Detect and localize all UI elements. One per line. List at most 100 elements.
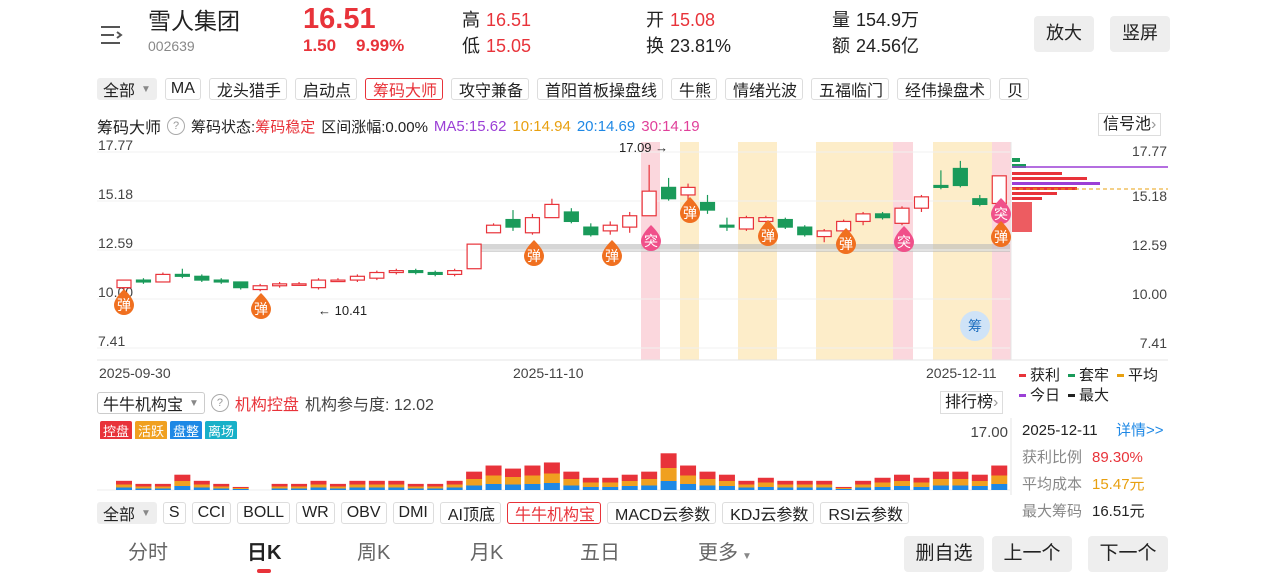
nav-button[interactable]: 下一个 [1088,536,1168,572]
tab-label: 启动点 [302,83,351,100]
y-tick-label-right: 7.41 [1140,335,1167,351]
nav-tab[interactable]: 更多 ▼ [698,542,752,564]
chip-bar [1012,182,1100,185]
marker-badge [114,289,134,315]
indicator-label: AI顶底 [447,507,495,524]
help-icon: ? [167,117,186,135]
indicator[interactable]: BOLL [237,502,291,524]
indicator[interactable]: AI顶底 [439,502,501,524]
candle-body [913,196,930,209]
indicator[interactable]: CCI [191,502,232,524]
stat-value: 15.08 [670,10,716,30]
x-date-label: 2025-09-30 [99,365,171,381]
candle-body [719,224,735,228]
indicator[interactable]: WR [296,502,335,524]
nav-button[interactable]: 上一个 [992,536,1072,572]
selector[interactable]: 牛牛机构宝 ▼ [97,392,205,414]
caret: ▼ [189,397,199,409]
indicator[interactable]: OBV [340,502,387,524]
nav-button[interactable]: 删自选 [904,536,984,572]
candle-body [447,270,463,276]
volume-bar [154,483,171,490]
tab[interactable]: 筹码大师 [364,78,443,100]
nav-tab[interactable]: 日K [247,542,282,564]
tab[interactable]: 牛熊 [671,78,718,100]
header-button[interactable]: 放大 [1034,16,1094,52]
menu-icon[interactable] [100,24,124,46]
y-tick-label: 17.00 [970,424,1008,441]
indicator[interactable]: MACD云参数 [607,502,717,524]
tab-label: 五福临门 [819,83,884,100]
marker-badge [836,228,856,254]
legend-swatch [1068,374,1075,377]
nav-tab[interactable]: 周K [357,542,391,564]
institution-bar: 牛牛机构宝 ▼? 机构控盘 机构参与度: 12.02 [97,391,937,415]
candle-body [874,213,891,219]
candle-body [135,279,152,283]
tab[interactable]: 五福临门 [811,78,890,100]
tab-label: 情绪光波 [733,83,798,100]
candle-body [310,279,327,289]
tab-label: 攻守兼备 [458,83,523,100]
tab-all[interactable]: 全部 ▼ [97,502,157,524]
indicator[interactable]: DMI [392,502,434,524]
signal-button[interactable]: 信号池› [1098,113,1162,137]
marker-badge [524,240,544,266]
tab[interactable]: 龙头猎手 [208,78,287,100]
change-pct: 9.99% [356,36,405,55]
marker-label: 弹 [761,228,775,244]
header-button[interactable]: 竖屏 [1110,16,1170,52]
volume-bar [232,486,249,490]
indicator[interactable]: RSI云参数 [820,502,910,524]
tab-all[interactable]: 全部 ▼ [97,78,157,100]
nav-tab[interactable]: 月K [470,542,504,564]
volume-bar [680,465,697,490]
price: 16.51 [303,3,376,35]
range: 区间涨幅:0.00% [321,118,428,136]
volume-bar [427,483,444,490]
chip-title: 筹码大师 [97,120,162,137]
candle-body [213,279,229,283]
tab[interactable]: 情绪光波 [725,78,804,100]
nav-tab[interactable]: 分时 [128,542,168,564]
indicator[interactable]: KDJ云参数 [722,502,815,524]
tab[interactable]: MA [164,78,201,100]
tags: 控盘 活跃 盘整 离场 [100,421,238,439]
candle-body [622,215,638,228]
tab-label: 牛熊 [679,83,712,100]
indicator[interactable]: S [162,502,186,524]
x-date-label: 2025-11-10 [513,365,584,381]
y-tick-label-right: 10.00 [1132,286,1167,302]
selector-label: 牛牛机构宝 [103,397,184,414]
ranking-button[interactable]: 排行榜› [940,391,1004,415]
volume-bar [718,474,735,490]
candle-body [836,220,852,232]
marker-label: 弹 [254,301,268,317]
candle-body [369,271,385,279]
legend-label: 最大 [1079,387,1109,404]
tab[interactable]: 首阳首板操盘线 [536,78,663,100]
detail-link[interactable]: 详情>> [1116,422,1164,439]
volume-bar [466,471,483,490]
status-value: 筹码稳定 [255,118,316,136]
candle-body [505,218,521,228]
marker-label: 弹 [117,297,131,313]
marker-badge [251,293,271,319]
tab[interactable]: 贝 [999,78,1030,100]
chip-bar [1012,177,1087,180]
candle-body [680,186,696,196]
stock-code: 002639 [148,38,195,54]
tab[interactable]: 攻守兼备 [450,78,529,100]
legend-label: 套牢 [1079,367,1109,384]
candle-body [272,283,288,287]
tab[interactable]: 启动点 [294,78,357,100]
stat-label: 低 [462,36,480,56]
indicator[interactable]: 牛牛机构宝 [506,502,601,524]
volume-bar [291,483,308,490]
tab[interactable]: 经伟操盘术 [897,78,992,100]
marker-badge [991,198,1011,224]
nav-tab[interactable]: 五日 [580,542,620,564]
y-tick-label: 12.59 [98,235,133,251]
volume-bar [193,480,210,490]
candle-body [174,273,190,277]
